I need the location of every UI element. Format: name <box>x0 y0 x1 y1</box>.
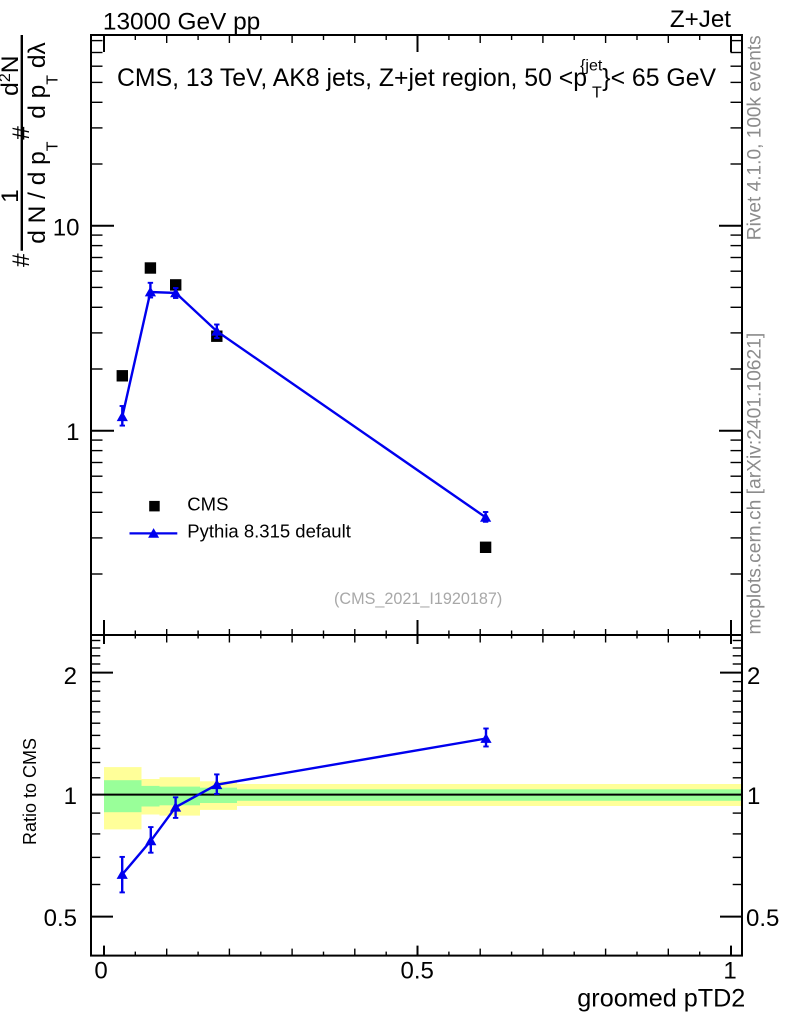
svg-text:1: 1 <box>723 957 736 984</box>
svg-text:mcplots.cern.ch [arXiv:2401.10: mcplots.cern.ch [arXiv:2401.10621] <box>744 333 765 635</box>
svg-text:10: 10 <box>53 214 80 241</box>
svg-text:1: 1 <box>64 783 77 810</box>
svg-text:0.5: 0.5 <box>44 905 77 932</box>
svg-text:1: 1 <box>747 783 760 810</box>
svg-text:1: 1 <box>0 189 24 203</box>
svg-text:0.5: 0.5 <box>746 905 779 932</box>
svg-text:13000 GeV pp: 13000 GeV pp <box>103 8 260 35</box>
svg-text:2: 2 <box>747 663 760 690</box>
svg-text:#: # <box>8 126 35 140</box>
svg-text:Pythia 8.315 default: Pythia 8.315 default <box>187 520 351 541</box>
svg-text:(CMS_2021_I1920187): (CMS_2021_I1920187) <box>334 590 502 608</box>
svg-text:2: 2 <box>64 663 77 690</box>
svg-text:Rivet 4.1.0, 100k events: Rivet 4.1.0, 100k events <box>744 35 765 240</box>
svg-text:d2N: d2N <box>0 56 24 96</box>
svg-text:Z+Jet: Z+Jet <box>670 6 731 33</box>
svg-text:0: 0 <box>94 957 107 984</box>
svg-text:0.5: 0.5 <box>401 957 434 984</box>
svg-text:1: 1 <box>66 419 79 446</box>
svg-text:CMS: CMS <box>187 494 228 515</box>
svg-text:#: # <box>8 253 35 267</box>
svg-text:Ratio to CMS: Ratio to CMS <box>20 738 40 845</box>
svg-text:groomed pTD2: groomed pTD2 <box>577 985 745 1013</box>
